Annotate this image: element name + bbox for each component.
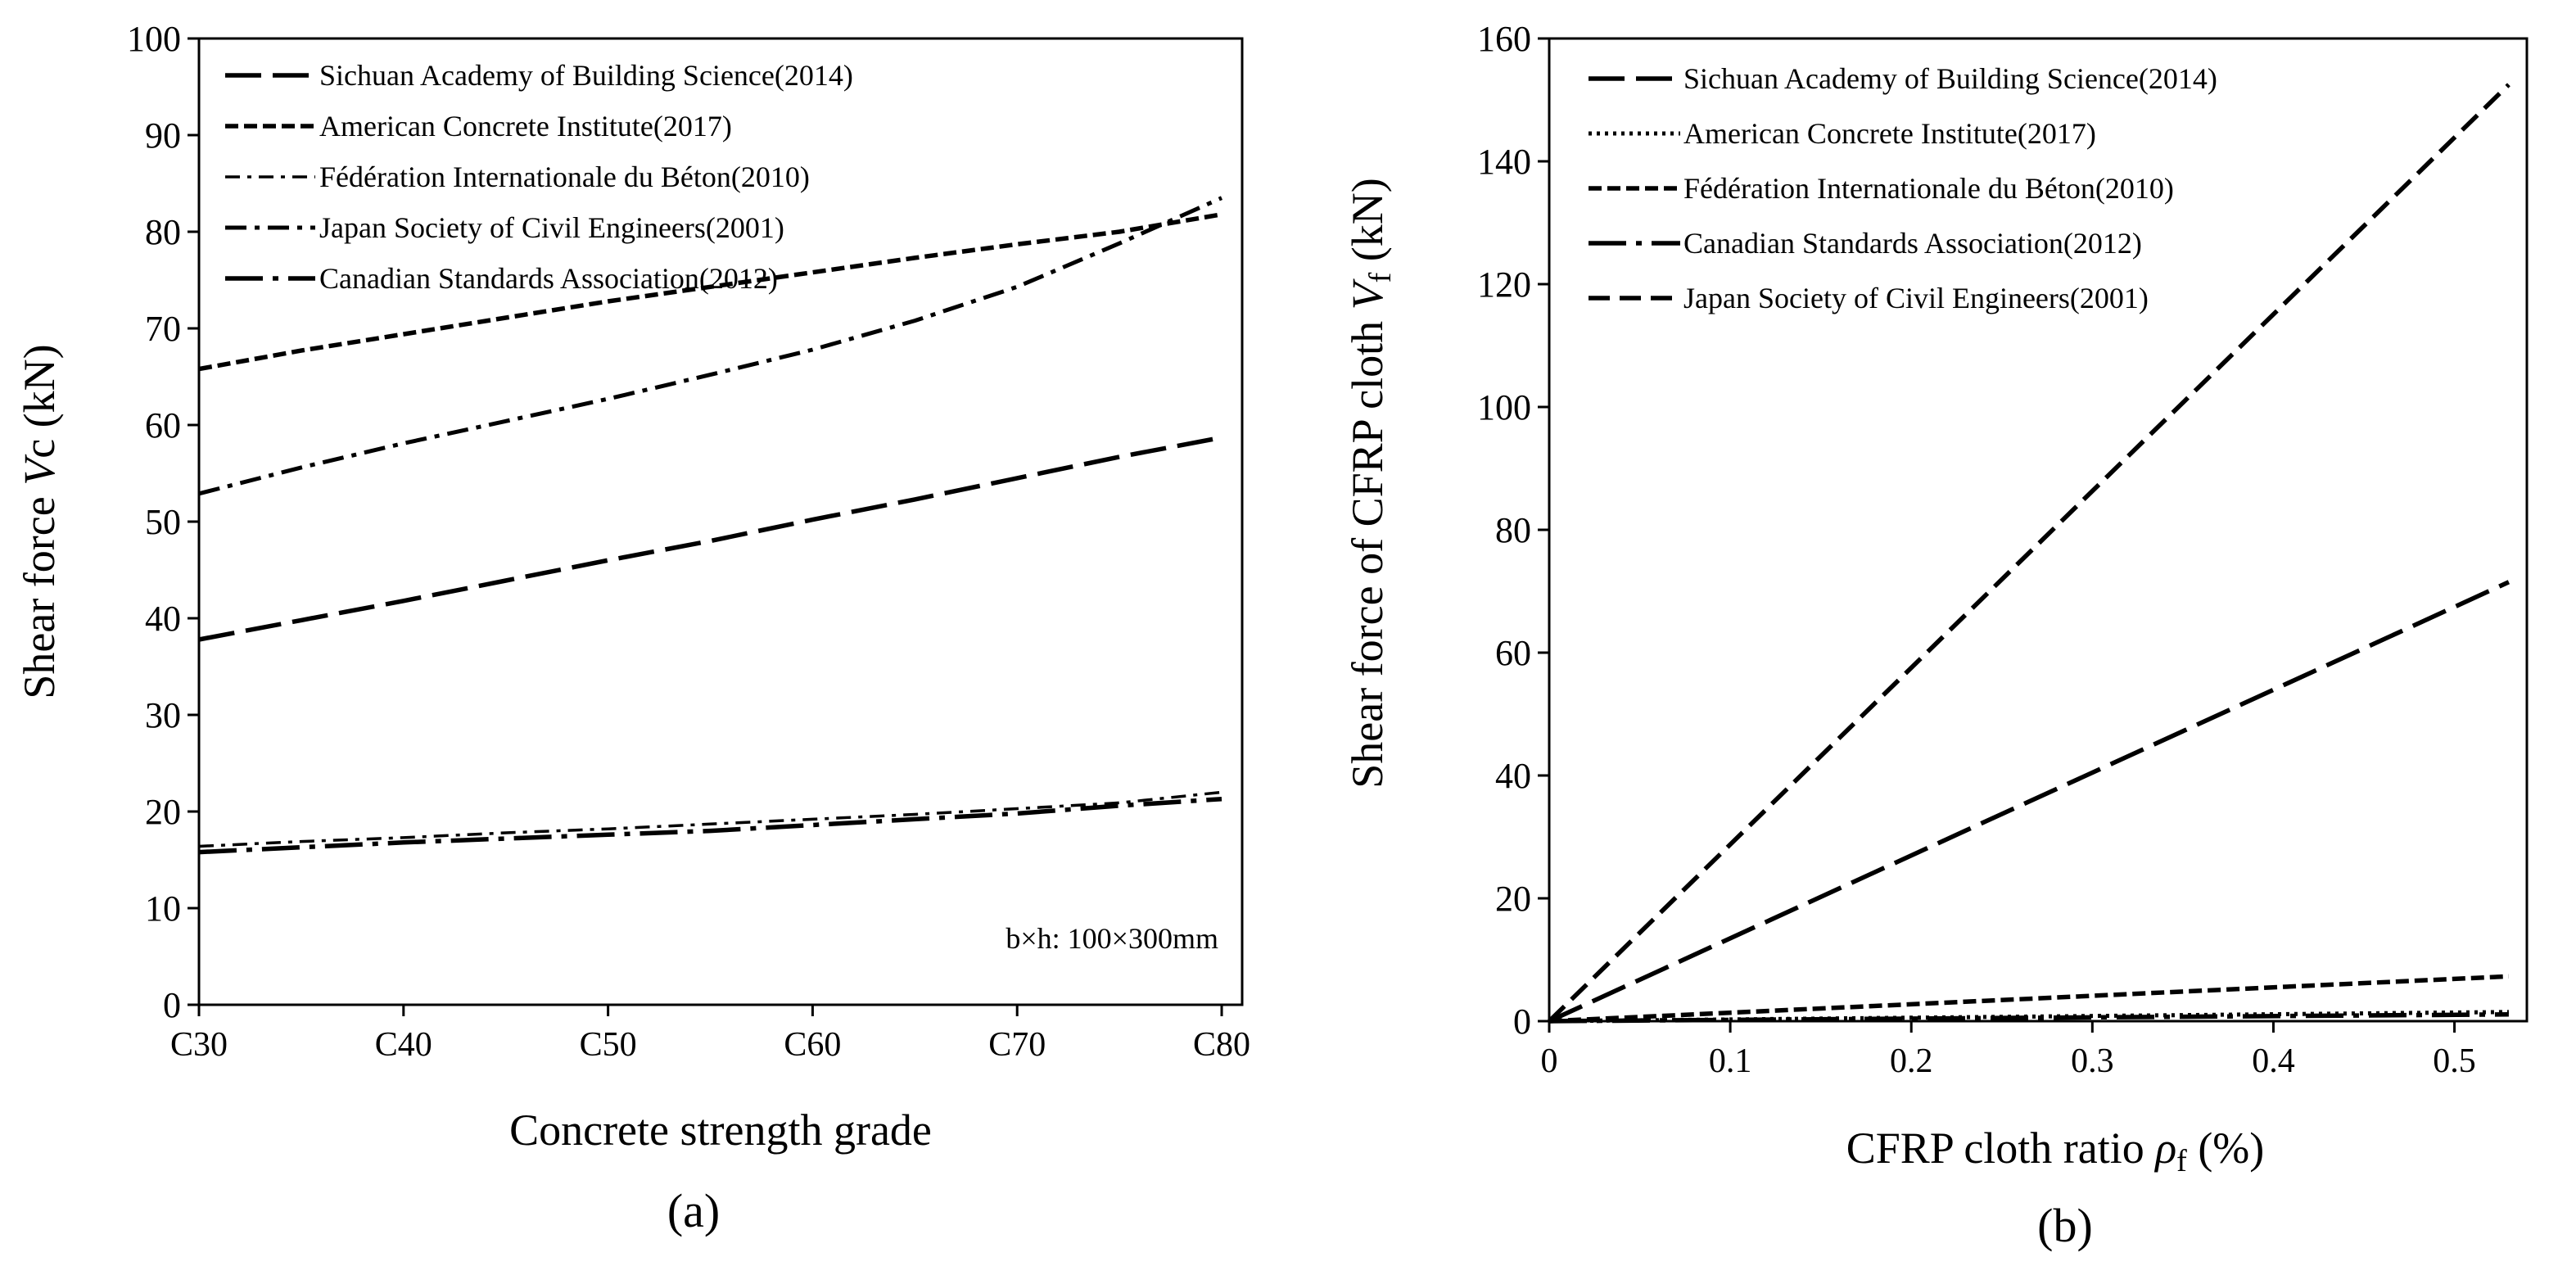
y-tick-label: 20 bbox=[1495, 879, 1531, 919]
y-axis-ticks-a: 0 10 20 30 40 50 60 70 80 90 100 bbox=[127, 19, 199, 1025]
y-axis-title-b: Shear force of CFRP cloth Vf (kN) bbox=[1343, 178, 1398, 789]
y-tick-label: 40 bbox=[145, 599, 181, 639]
y-tick-label: 40 bbox=[1495, 756, 1531, 796]
legend-entry-label: Sichuan Academy of Building Science(2014… bbox=[1683, 62, 2217, 95]
chart-panel-a: 0 10 20 30 40 50 60 70 80 90 100 C30 C40 C50 C60 C70 C8… bbox=[15, 19, 1250, 1237]
y-tick-label: 20 bbox=[145, 792, 181, 832]
y-axis-title-b-suffix: (kN) bbox=[1343, 178, 1392, 272]
x-axis-title-b-italic: ρ bbox=[2153, 1124, 2176, 1173]
y-axis-title-b-sub: f bbox=[1363, 272, 1398, 283]
x-axis-title-a: Concrete strength grade bbox=[509, 1105, 932, 1155]
x-axis-ticks-b: 0 0.1 0.2 0.3 0.4 0.5 bbox=[1541, 1021, 2476, 1080]
x-tick-label: 0.2 bbox=[1890, 1042, 1933, 1080]
y-tick-label: 160 bbox=[1477, 19, 1531, 59]
series-lines-a bbox=[198, 196, 1223, 855]
y-axis-title-b-italic: V bbox=[1343, 278, 1392, 310]
x-tick-label: C50 bbox=[580, 1026, 637, 1064]
y-axis-title-a-italic: V bbox=[15, 454, 64, 486]
legend-entry-label: Canadian Standards Association(2012) bbox=[319, 262, 778, 295]
x-axis-title-b-prefix: CFRP cloth ratio bbox=[1846, 1124, 2156, 1173]
y-tick-label: 80 bbox=[145, 212, 181, 252]
panel-label-a: (a) bbox=[667, 1184, 720, 1237]
y-tick-label: 50 bbox=[145, 502, 181, 542]
y-tick-label: 140 bbox=[1477, 142, 1531, 182]
y-tick-label: 90 bbox=[145, 115, 181, 156]
annotation-section-size: b×h: 100×300mm bbox=[1006, 922, 1218, 955]
y-axis-title-a: Shear force Vc (kN) bbox=[15, 344, 64, 699]
legend-entry-label: Sichuan Academy of Building Science(2014… bbox=[319, 59, 853, 92]
panel-label-b: (b) bbox=[2037, 1199, 2093, 1252]
y-tick-label: 30 bbox=[145, 695, 181, 735]
plot-area-b bbox=[1548, 37, 2529, 1023]
y-axis-ticks-b: 0 20 40 60 80 100 120 140 160 bbox=[1477, 19, 1549, 1042]
series-line-1 bbox=[1548, 580, 2510, 1024]
x-tick-label: 0.1 bbox=[1709, 1042, 1752, 1080]
x-tick-label: C40 bbox=[375, 1026, 432, 1064]
series-line-1 bbox=[198, 435, 1222, 642]
y-axis-title-a-prefix: Shear force bbox=[15, 486, 64, 699]
series-line-4 bbox=[1548, 1012, 2509, 1024]
x-tick-label: C70 bbox=[988, 1026, 1046, 1064]
legend-entry-label: Canadian Standards Association(2012) bbox=[1683, 227, 2142, 260]
y-axis-title-a-suffix: c (kN) bbox=[15, 344, 64, 458]
y-tick-label: 70 bbox=[145, 309, 181, 349]
series-line-2 bbox=[198, 212, 1222, 372]
series-line-3 bbox=[198, 790, 1222, 848]
series-line-5 bbox=[198, 796, 1222, 855]
x-tick-label: 0.3 bbox=[2071, 1042, 2114, 1080]
x-tick-label: C30 bbox=[170, 1026, 228, 1064]
x-tick-label: 0.5 bbox=[2433, 1042, 2476, 1080]
series-lines-b bbox=[1548, 83, 2510, 1024]
legend-a: Sichuan Academy of Building Science(2014… bbox=[225, 59, 853, 295]
y-axis-title-b-prefix: Shear force of CFRP cloth bbox=[1343, 310, 1392, 788]
y-tick-label: 100 bbox=[127, 19, 181, 59]
legend-entry-label: American Concrete Institute(2017) bbox=[1683, 117, 2096, 150]
series-line-4 bbox=[198, 196, 1223, 496]
legend-entry-label: Japan Society of Civil Engineers(2001) bbox=[1683, 282, 2149, 314]
x-tick-label: 0.4 bbox=[2252, 1042, 2295, 1080]
legend-entry-label: Japan Society of Civil Engineers(2001) bbox=[319, 211, 784, 244]
x-tick-label: C80 bbox=[1193, 1026, 1250, 1064]
y-tick-label: 0 bbox=[163, 985, 181, 1025]
y-tick-label: 10 bbox=[145, 888, 181, 929]
y-tick-label: 100 bbox=[1477, 387, 1531, 427]
y-tick-label: 0 bbox=[1513, 1001, 1531, 1042]
x-tick-label: C60 bbox=[784, 1026, 841, 1064]
y-tick-label: 60 bbox=[145, 405, 181, 445]
x-axis-title-b: CFRP cloth ratio ρf (%) bbox=[1846, 1124, 2265, 1178]
y-tick-label: 60 bbox=[1495, 633, 1531, 673]
series-line-5 bbox=[1548, 83, 2510, 1023]
legend-entry-label: American Concrete Institute(2017) bbox=[319, 110, 732, 142]
y-tick-label: 80 bbox=[1495, 510, 1531, 550]
x-axis-ticks-a: C30 C40 C50 C60 C70 C80 bbox=[170, 1005, 1250, 1064]
series-line-3 bbox=[1548, 974, 2510, 1024]
x-axis-title-b-sub: f bbox=[2176, 1144, 2187, 1178]
legend-b: Sichuan Academy of Building Science(2014… bbox=[1589, 62, 2217, 314]
x-tick-label: 0 bbox=[1541, 1042, 1558, 1080]
x-axis-title-b-suffix: (%) bbox=[2187, 1124, 2264, 1173]
legend-entry-label: Fédération Internationale du Béton(2010) bbox=[319, 161, 810, 193]
y-tick-label: 120 bbox=[1477, 265, 1531, 305]
chart-panel-b: 0 20 40 60 80 100 120 140 160 0 0.1 0.2 0.3 0.4 0.5 S… bbox=[1343, 19, 2529, 1252]
legend-entry-label: Fédération Internationale du Béton(2010) bbox=[1683, 172, 2174, 205]
